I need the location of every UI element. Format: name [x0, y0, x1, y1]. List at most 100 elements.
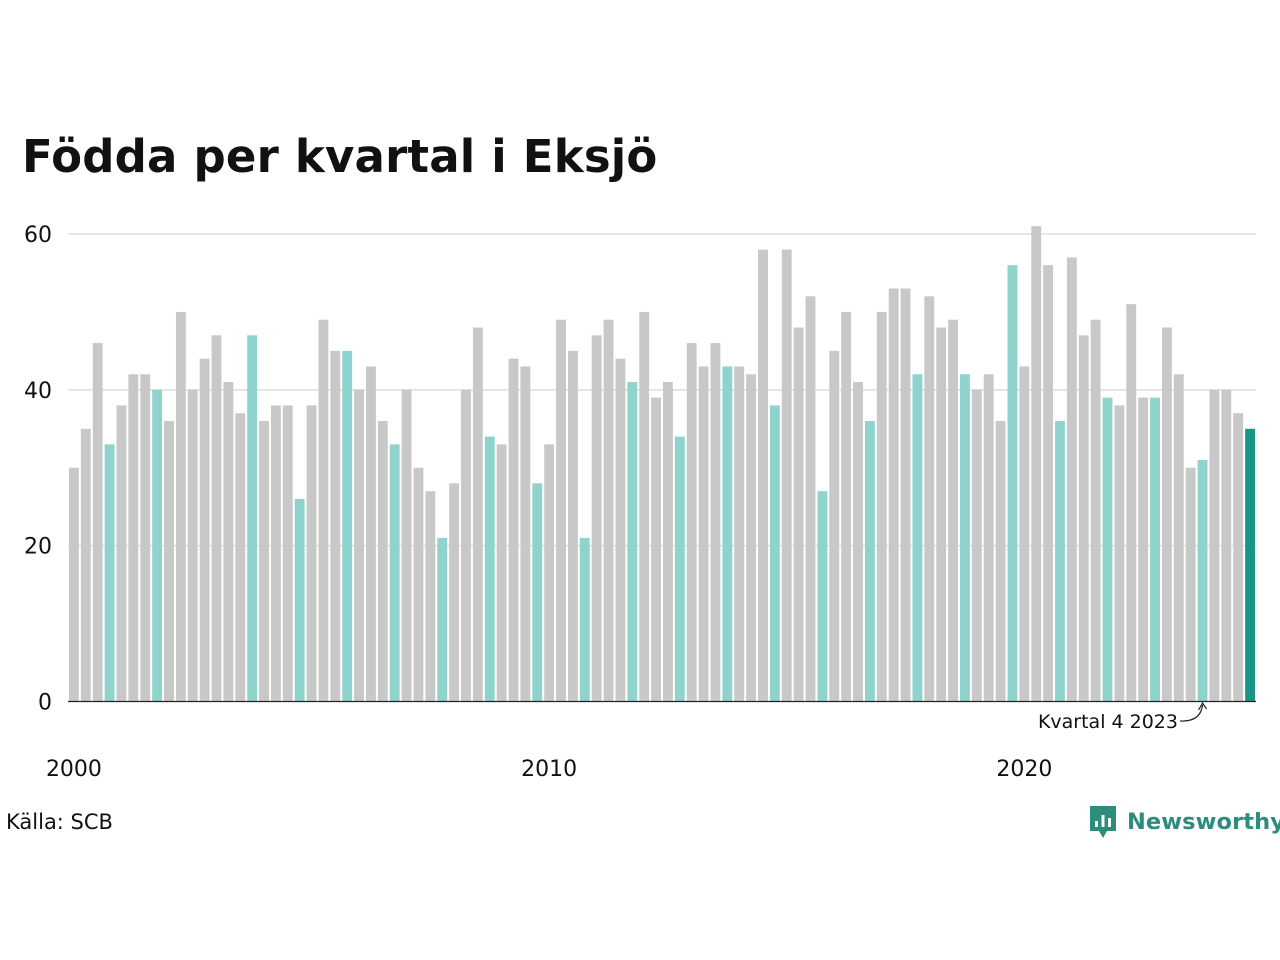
bar — [294, 498, 305, 702]
bar — [627, 382, 638, 702]
bar — [758, 249, 768, 702]
bar — [235, 413, 246, 702]
bar — [437, 537, 448, 702]
bar — [1209, 389, 1220, 702]
bar — [769, 405, 780, 702]
bar — [1019, 366, 1030, 702]
bar — [1221, 389, 1232, 702]
bar — [829, 350, 840, 702]
bar — [556, 319, 566, 702]
bar — [1114, 405, 1125, 702]
x-tick-label: 2020 — [996, 757, 1052, 782]
bar — [615, 358, 626, 702]
annotation-arrow — [1179, 704, 1204, 722]
brand-logo: Newsworthy — [1088, 804, 1280, 840]
bar — [175, 311, 186, 702]
bar — [116, 405, 127, 702]
bar — [971, 389, 982, 702]
bar — [579, 537, 590, 702]
bar — [425, 491, 436, 702]
bar — [639, 311, 650, 702]
bar — [544, 444, 555, 702]
bar — [591, 335, 602, 702]
bar — [734, 366, 745, 702]
bar — [461, 389, 471, 702]
bar — [187, 389, 198, 702]
bar — [698, 366, 709, 702]
bar — [496, 444, 507, 702]
bar — [1197, 459, 1208, 702]
bar — [924, 296, 935, 702]
bar — [1102, 397, 1113, 702]
bar — [995, 421, 1006, 702]
bar — [342, 350, 353, 702]
bar — [223, 382, 234, 702]
bar — [1126, 304, 1137, 702]
bar — [508, 358, 519, 702]
bar — [532, 483, 543, 702]
bar — [983, 374, 994, 702]
bar — [781, 249, 792, 702]
y-tick-label: 20 — [24, 535, 52, 560]
bar — [377, 421, 388, 702]
bar — [912, 374, 923, 702]
bar — [306, 405, 317, 702]
bar — [69, 467, 79, 702]
bar — [1150, 397, 1160, 702]
bar — [401, 389, 412, 702]
bar — [247, 335, 258, 702]
bar — [853, 382, 863, 702]
bar — [1043, 265, 1054, 702]
bar — [1138, 397, 1149, 702]
y-axis-ticks: 0 20 40 60 — [24, 223, 52, 716]
bars — [69, 226, 1255, 702]
bar — [1161, 327, 1172, 702]
bar — [413, 467, 424, 702]
bar — [876, 311, 887, 702]
bar — [152, 389, 163, 702]
grid-lines — [68, 233, 1256, 547]
bar — [805, 296, 816, 702]
bar — [1233, 413, 1244, 702]
bar — [1185, 467, 1196, 702]
bar — [318, 319, 329, 702]
bar — [1245, 428, 1255, 702]
bar — [1078, 335, 1089, 702]
bar — [484, 436, 495, 702]
brand-name: Newsworthy — [1127, 809, 1280, 835]
bar — [92, 343, 103, 702]
bar — [864, 421, 875, 702]
bar — [472, 327, 483, 702]
chart-title: Födda per kvartal i Eksjö — [22, 130, 658, 183]
bar — [603, 319, 614, 702]
bar — [259, 421, 269, 702]
bar — [354, 389, 364, 702]
bar — [366, 366, 376, 702]
bar — [567, 350, 578, 702]
annotation-arrowhead — [1198, 701, 1208, 711]
bar — [1173, 374, 1184, 702]
bar — [722, 366, 733, 702]
bar — [1090, 319, 1101, 702]
bar — [686, 343, 697, 702]
bar — [663, 382, 673, 702]
bar — [140, 374, 151, 702]
bar — [80, 428, 91, 702]
y-tick-label: 40 — [24, 379, 52, 404]
bar — [746, 374, 757, 702]
bar — [1055, 421, 1065, 702]
bar — [128, 374, 139, 702]
bar — [104, 444, 115, 702]
bar — [199, 358, 210, 702]
bar — [900, 288, 911, 702]
bar — [936, 327, 947, 702]
bar — [651, 397, 661, 702]
y-tick-label: 60 — [24, 223, 52, 248]
bar — [211, 335, 222, 702]
bar — [1066, 257, 1077, 702]
bar — [282, 405, 293, 702]
y-tick-label: 0 — [38, 691, 52, 716]
bar — [1031, 226, 1042, 702]
bar — [330, 350, 341, 702]
